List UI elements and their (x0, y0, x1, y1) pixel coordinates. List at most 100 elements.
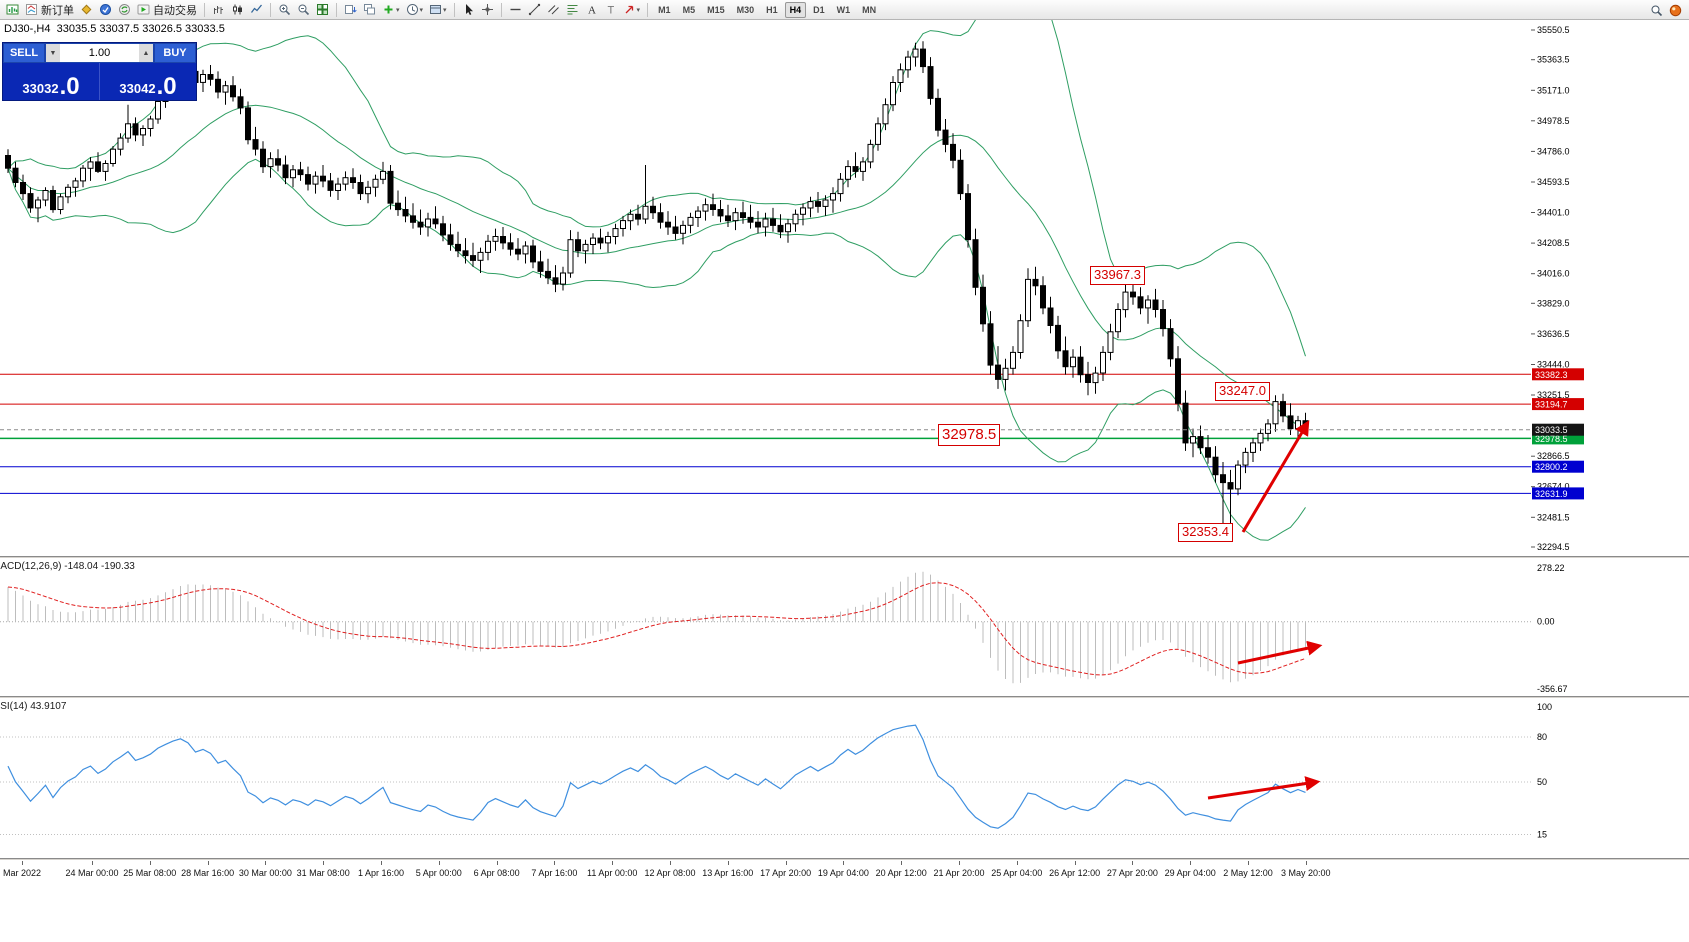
time-label: 2 May 12:00 (1223, 868, 1273, 878)
add-indicator-button[interactable]: ▾ (380, 1, 402, 19)
fibonacci-icon (566, 3, 579, 16)
time-tick (670, 861, 671, 865)
price-annotation[interactable]: 32978.5 (938, 424, 1001, 446)
horizontal-line-button[interactable] (507, 1, 524, 19)
time-label: 25 Apr 04:00 (991, 868, 1043, 878)
arrange-windows-button[interactable] (342, 1, 359, 19)
timeframe-h4[interactable]: H4 (784, 1, 807, 18)
toolbar-separator (647, 2, 649, 17)
channel-button[interactable] (545, 1, 562, 19)
price-annotation[interactable]: 33967.3 (1090, 266, 1145, 285)
bar-chart-icon (212, 3, 225, 16)
time-label: 19 Apr 04:00 (817, 868, 869, 878)
refresh-button[interactable] (116, 1, 133, 19)
time-label: 27 Apr 20:00 (1106, 868, 1158, 878)
time-label: 24 Mar 00:00 (65, 868, 119, 878)
new-order-button[interactable]: 新订单 (23, 1, 76, 19)
time-axis[interactable]: Mar 2022 24 Mar 00:00 25 Mar 08:00 28 Mar 1… (0, 861, 1689, 882)
record-icon (1669, 4, 1682, 17)
candlestick-button[interactable] (229, 1, 246, 19)
cursor-button[interactable] (460, 1, 477, 19)
template-icon (429, 3, 442, 16)
svg-text:32631.9: 32631.9 (1535, 489, 1568, 499)
zoom-in-button[interactable] (276, 1, 293, 19)
timeframe-h1[interactable]: H1 (766, 4, 778, 15)
volume-up-button[interactable]: ▲ (139, 44, 153, 62)
record-button[interactable] (1667, 1, 1684, 19)
zoom-out-button[interactable] (295, 1, 312, 19)
period-button[interactable]: ▾ (404, 1, 426, 19)
arrows-button[interactable]: ▾ (621, 1, 643, 19)
chart-ohlc-values: 33035.5 33037.5 33026.5 33033.5 (56, 23, 225, 35)
auto-trading-button[interactable]: 自动交易 (135, 1, 199, 19)
price-annotation[interactable]: 33247.0 (1215, 382, 1270, 401)
main-chart[interactable]: 35550.5 35363.5 35171.0 34978.5 34786.0 34593… (0, 20, 1689, 556)
time-tick (149, 861, 151, 865)
volume-down-button[interactable]: ▼ (46, 44, 60, 62)
time-tick (207, 861, 209, 865)
price-annotation[interactable]: 32353.4 (1178, 523, 1233, 542)
crosshair-button[interactable] (479, 1, 496, 19)
time-label: 28 Mar 16:00 (181, 868, 235, 878)
time-tick (1248, 861, 1249, 865)
timeframe-w1[interactable]: W1 (836, 4, 851, 15)
new-order-icon (25, 3, 38, 16)
svg-text:32481.5: 32481.5 (1537, 512, 1570, 522)
template-button[interactable]: ▾ (427, 1, 449, 19)
panel-separator[interactable] (0, 696, 1689, 699)
trend-arrow[interactable] (1241, 420, 1310, 533)
trend-arrow[interactable] (1237, 640, 1323, 665)
compose-icon (80, 3, 93, 16)
auto-trading-icon (137, 3, 150, 16)
svg-text:34786.0: 34786.0 (1537, 146, 1570, 156)
buy-price[interactable]: 33042 .0 (119, 72, 177, 100)
time-tick (1074, 861, 1076, 865)
timeframe-m1[interactable]: M1 (658, 4, 671, 15)
macd-panel[interactable]: 278.22 0.00 -356.67 (0, 559, 1689, 696)
price-axis[interactable]: 35550.5 35363.5 35171.0 34978.5 34786.0 34593… (1531, 25, 1570, 552)
time-label: 11 Apr 00:00 (587, 868, 638, 878)
toolbar: 新订单 自动交易 ▾ ▾ ▾ A T ▾ M1 M5 M15 M30 H1 H4 D1 W1 MN (0, 0, 1689, 20)
time-label: 31 Mar 08:00 (296, 868, 350, 878)
time-label: 6 Apr 08:00 (473, 868, 520, 878)
timeframe-m5[interactable]: M5 (682, 4, 696, 15)
cascade-windows-button[interactable] (361, 1, 378, 19)
time-tick (1190, 861, 1192, 865)
svg-text:33636.5: 33636.5 (1537, 329, 1570, 339)
time-tick (901, 861, 903, 865)
buy-button[interactable]: BUY (154, 43, 196, 63)
sell-price[interactable]: 33032 .0 (22, 72, 80, 100)
svg-text:33444.0: 33444.0 (1537, 360, 1570, 370)
tile-windows-button[interactable] (314, 1, 331, 19)
sell-button[interactable]: SELL (3, 43, 45, 63)
rsi-panel[interactable]: 100 80 50 15 (0, 699, 1689, 858)
timeframe-m15[interactable]: M15 (707, 4, 725, 15)
price-badge: 33382.3 (1532, 368, 1584, 381)
svg-text:33194.7: 33194.7 (1535, 400, 1568, 410)
market-watch-button[interactable] (97, 1, 114, 19)
trend-arrow[interactable] (1207, 776, 1321, 800)
trendline-button[interactable] (526, 1, 543, 19)
time-tick (1132, 861, 1134, 865)
time-tick (438, 861, 440, 865)
line-chart-icon (250, 3, 263, 16)
time-label: 26 Apr 12:00 (1049, 868, 1101, 878)
timeframe-mn[interactable]: MN (862, 4, 877, 15)
fibonacci-button[interactable] (564, 1, 581, 19)
timeframe-d1[interactable]: D1 (813, 4, 825, 15)
timeframe-m30[interactable]: M30 (736, 4, 755, 15)
compose-button[interactable] (78, 1, 95, 19)
text-button[interactable]: A (583, 1, 600, 19)
search-button[interactable] (1648, 1, 1665, 19)
svg-text:50: 50 (1537, 777, 1547, 787)
label-button[interactable]: T (602, 1, 619, 19)
toolbar-separator (336, 2, 337, 17)
rsi-line (7, 724, 1306, 829)
time-tick (554, 861, 556, 865)
volume-input[interactable] (60, 44, 139, 62)
cursor-icon (462, 3, 475, 16)
line-chart-button[interactable] (248, 1, 265, 19)
bar-chart-button[interactable] (210, 1, 227, 19)
panel-separator[interactable] (0, 556, 1689, 559)
chart-window-button[interactable] (4, 1, 21, 19)
